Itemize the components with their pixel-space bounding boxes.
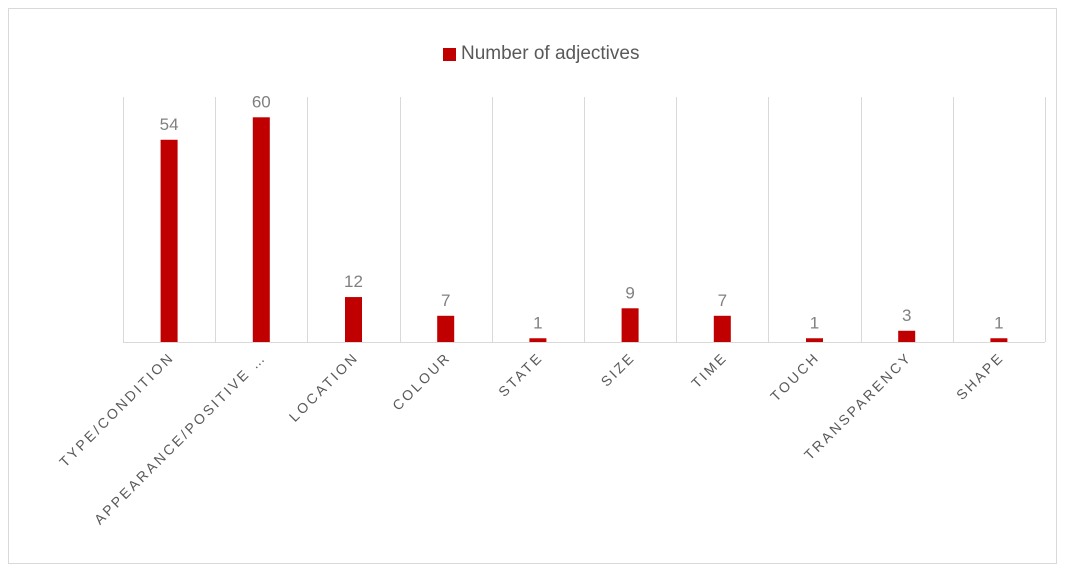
category-tick-label: APPEARANCE/POSITIVE …	[91, 349, 270, 528]
bar	[806, 338, 823, 342]
bar	[713, 315, 731, 342]
bar	[345, 297, 362, 342]
grid-layer	[123, 97, 1046, 343]
category-tick-label: TOUCH	[767, 349, 823, 405]
category-tick-label: TIME	[688, 349, 730, 391]
bar	[529, 338, 547, 342]
data-label: 7	[441, 291, 450, 310]
category-tick-label: STATE	[495, 349, 546, 400]
bar	[898, 330, 916, 342]
category-tick-label: SHAPE	[953, 349, 1007, 403]
data-label: 9	[625, 283, 634, 302]
data-label: 1	[533, 313, 542, 332]
bar	[252, 117, 270, 342]
legend-swatch	[443, 47, 456, 61]
data-label: 12	[344, 272, 363, 291]
bar	[437, 315, 455, 342]
data-label-layer: 54 60 12 7 1 9 7 1 3 1	[160, 92, 1004, 332]
data-label: 1	[810, 313, 819, 332]
bar-chart: 54 60 12 7 1 9 7 1 3 1 TYPE/CONDITIONAPPEARANCE/P…	[56, 92, 1046, 528]
data-label: 7	[718, 291, 727, 310]
category-tick-label: TRANSPARENCY	[801, 349, 915, 463]
data-label: 3	[902, 306, 911, 325]
category-tick-label: LOCATION	[286, 349, 362, 425]
data-label: 1	[994, 313, 1003, 332]
bar	[621, 308, 639, 342]
data-label: 60	[252, 92, 271, 111]
category-tick-label: SIZE	[598, 349, 639, 390]
legend-label: Number of adjectives	[461, 43, 640, 64]
legend: Number of adjectives	[443, 43, 639, 65]
bar	[160, 139, 178, 342]
category-tick-label: COLOUR	[389, 349, 454, 414]
chart-frame: Number of adjectives 54 60 12 7 1 9 7 1 3 1 TYPE/…	[8, 8, 1057, 564]
data-label: 54	[160, 115, 179, 134]
bar	[990, 338, 1008, 342]
bar-layer	[160, 117, 1008, 342]
